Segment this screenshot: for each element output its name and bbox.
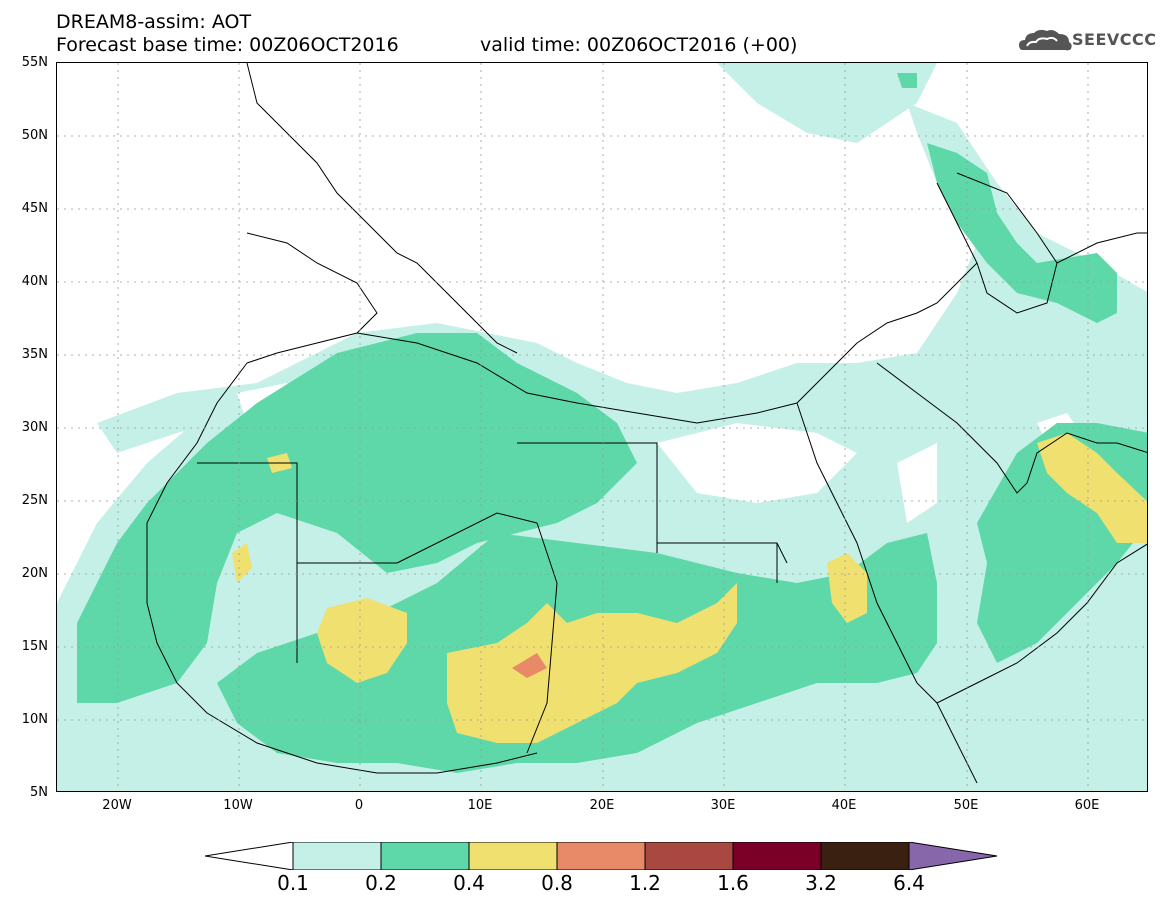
- lat-label-30n: 30N: [21, 420, 48, 435]
- coastlines: [146, 63, 1147, 784]
- lon-label-60e: 60E: [1074, 798, 1100, 813]
- map-panel: [56, 62, 1148, 792]
- colorbar-label-6.4: 6.4: [893, 871, 925, 895]
- colorbar-label-0.8: 0.8: [541, 871, 573, 895]
- colorbar-segment-0.4: [468, 842, 558, 870]
- colorbar-segment-0.2: [380, 842, 470, 870]
- colorbar-label-0.1: 0.1: [277, 871, 309, 895]
- lat-label-10n: 10N: [21, 712, 48, 727]
- lat-label-5n: 5N: [30, 785, 48, 800]
- lon-label-30e: 30E: [710, 798, 736, 813]
- lat-label-35n: 35N: [21, 347, 48, 362]
- lat-label-45n: 45N: [21, 201, 48, 216]
- lon-label-20e: 20E: [589, 798, 615, 813]
- cloud-icon: [1019, 29, 1072, 51]
- lat-label-55n: 55N: [21, 55, 48, 70]
- lat-label-25n: 25N: [21, 493, 48, 508]
- colorbar-segment-1.2: [644, 842, 734, 870]
- lon-label-10w: 10W: [223, 798, 253, 813]
- lon-label-50e: 50E: [953, 798, 979, 813]
- lat-label-15n: 15N: [21, 639, 48, 654]
- colorbar-label-1.6: 1.6: [717, 871, 749, 895]
- aot-layer-0.8: [512, 653, 547, 678]
- logo-text: SEEVCCC: [1072, 30, 1157, 49]
- lat-label-50n: 50N: [21, 128, 48, 143]
- lon-label-40e: 40E: [831, 798, 857, 813]
- colorbar-segment-3.2: [820, 842, 910, 870]
- map-title: DREAM8-assim: AOT: [56, 11, 252, 33]
- aot-map: [57, 63, 1147, 791]
- aot-layer-0.4: [232, 433, 1147, 743]
- lon-label-10e: 10E: [467, 798, 493, 813]
- valid-time: valid time: 00Z06OCT2016 (+00): [480, 34, 798, 56]
- lat-label-40n: 40N: [21, 274, 48, 289]
- forecast-base-time: Forecast base time: 00Z06OCT2016: [56, 34, 399, 56]
- colorbar-segment-gt-6.4: [908, 842, 998, 870]
- graticule: [57, 63, 1147, 791]
- lon-label-20w: 20W: [102, 798, 132, 813]
- colorbar: [205, 842, 998, 870]
- colorbar-label-3.2: 3.2: [805, 871, 837, 895]
- colorbar-label-1.2: 1.2: [629, 871, 661, 895]
- colorbar-label-0.2: 0.2: [365, 871, 397, 895]
- lon-label-0: 0: [354, 798, 364, 813]
- colorbar-segment-0.1: [292, 842, 382, 870]
- lat-label-20n: 20N: [21, 566, 48, 581]
- colorbar-segment-1.6: [732, 842, 822, 870]
- colorbar-segment-lt-0.1: [205, 842, 294, 870]
- colorbar-segment-0.8: [556, 842, 646, 870]
- colorbar-label-0.4: 0.4: [453, 871, 485, 895]
